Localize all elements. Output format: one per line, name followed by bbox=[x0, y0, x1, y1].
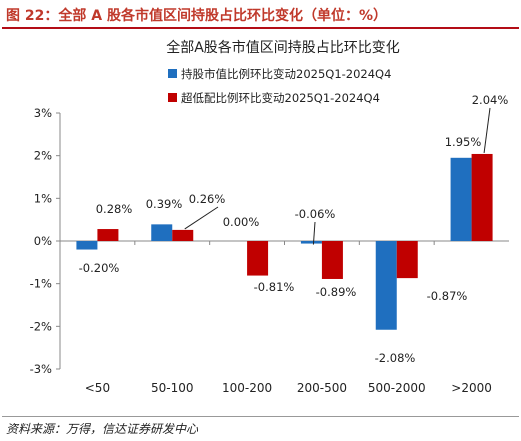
x-axis: <50 50-100 100-200 200-500 500-2000 >2000 bbox=[60, 240, 509, 395]
y-tick-label: 2% bbox=[34, 149, 52, 163]
bar bbox=[321, 241, 343, 279]
bar bbox=[450, 157, 472, 241]
data-label: -0.81% bbox=[254, 280, 295, 294]
legend: 持股市值比例环比变动2025Q1-2024Q4 超低配比例环比变动2025Q1-… bbox=[168, 67, 391, 105]
legend-label-2: 超低配比例环比变动2025Q1-2024Q4 bbox=[181, 91, 380, 105]
y-tick-label: -3% bbox=[30, 362, 52, 376]
data-label: -0.87% bbox=[427, 289, 468, 303]
y-tick-label: -1% bbox=[30, 277, 52, 291]
data-label: 2.04% bbox=[472, 93, 509, 107]
chart-title: 全部A股各市值区间持股占比环比变化 bbox=[166, 39, 400, 56]
data-label: 0.26% bbox=[189, 192, 226, 206]
x-tick-label: 500-2000 bbox=[368, 381, 426, 395]
title-divider bbox=[2, 27, 519, 29]
legend-swatch-1 bbox=[168, 69, 177, 78]
callouts bbox=[184, 107, 491, 245]
bar bbox=[247, 241, 269, 276]
x-tick-label: 100-200 bbox=[222, 381, 272, 395]
bar bbox=[97, 229, 119, 241]
bar bbox=[471, 153, 493, 241]
leader-line bbox=[483, 107, 491, 154]
data-label: -0.89% bbox=[316, 285, 357, 299]
data-label: 0.28% bbox=[96, 202, 133, 216]
data-label: 0.00% bbox=[223, 215, 260, 229]
bars bbox=[76, 153, 493, 330]
data-label: 0.39% bbox=[146, 197, 183, 211]
bar bbox=[396, 241, 418, 279]
source-divider bbox=[2, 416, 519, 417]
source-note: 资料来源：万得，信达证券研发中心 bbox=[6, 422, 199, 436]
bar bbox=[375, 241, 397, 330]
legend-swatch-2 bbox=[168, 93, 177, 102]
bar bbox=[151, 224, 173, 241]
y-tick-label: -2% bbox=[30, 319, 52, 333]
y-axis: 3% 2% 1% 0% -1% -2% -3% bbox=[30, 106, 61, 376]
x-tick-label: 50-100 bbox=[151, 381, 194, 395]
y-tick-label: 1% bbox=[34, 191, 52, 205]
legend-label-1: 持股市值比例环比变动2025Q1-2024Q4 bbox=[181, 67, 391, 81]
figure-title: 图 22：全部 A 股各市值区间持股占比环比变化（单位：%） bbox=[6, 8, 387, 24]
data-label: -0.20% bbox=[79, 261, 120, 275]
y-tick-label: 0% bbox=[34, 234, 52, 248]
bar bbox=[172, 229, 194, 241]
leader-line bbox=[184, 206, 219, 230]
data-label: -0.06% bbox=[295, 207, 336, 221]
data-label: 1.95% bbox=[445, 135, 482, 149]
bar bbox=[300, 241, 322, 244]
leader-line bbox=[312, 221, 316, 245]
x-tick-label: >2000 bbox=[451, 381, 492, 395]
bar bbox=[76, 241, 98, 250]
x-tick-label: <50 bbox=[85, 381, 110, 395]
data-labels: -0.20% 0.39% 0.00% -0.06% -2.08% 1.95% 0.28% 0.… bbox=[79, 93, 509, 365]
data-label: -2.08% bbox=[375, 351, 416, 365]
x-tick-label: 200-500 bbox=[297, 381, 347, 395]
y-tick-label: 3% bbox=[34, 106, 52, 120]
